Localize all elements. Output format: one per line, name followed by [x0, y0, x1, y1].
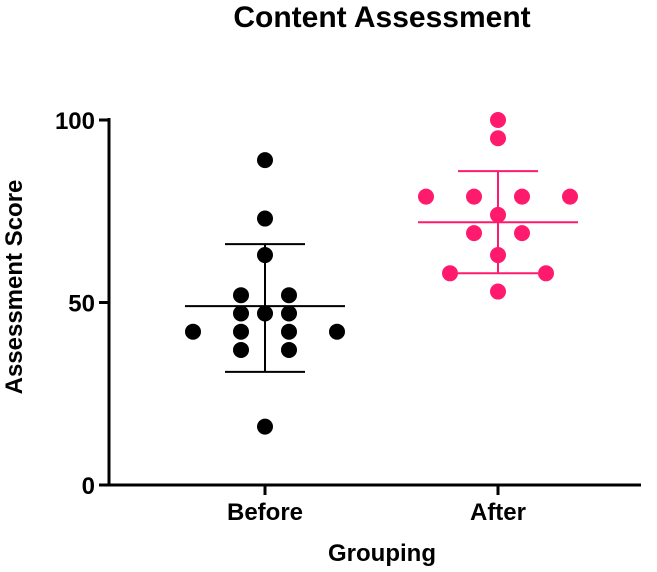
x-tick-label: After [470, 499, 526, 526]
x-axis-title: Grouping [328, 540, 436, 567]
series-after [418, 112, 578, 300]
data-point [185, 323, 201, 340]
data-point [514, 225, 530, 242]
data-point [538, 265, 554, 282]
data-point [281, 341, 297, 358]
data-point [257, 305, 273, 322]
data-point [490, 247, 506, 264]
data-point [466, 188, 482, 205]
data-point [490, 130, 506, 147]
y-tick-label: 100 [55, 108, 95, 135]
series-before [185, 152, 345, 435]
data-point [257, 152, 273, 169]
data-point [233, 341, 249, 358]
data-point [329, 323, 345, 340]
y-ticks: 0 50 100 [55, 108, 109, 500]
y-tick-label: 0 [82, 473, 95, 500]
y-axis-title-group: Assessment Score [1, 180, 28, 395]
data-point [281, 323, 297, 340]
data-point [257, 418, 273, 435]
data-point [233, 287, 249, 304]
data-point [233, 305, 249, 322]
data-point [281, 287, 297, 304]
data-point [418, 188, 434, 205]
y-tick-label: 50 [68, 291, 95, 318]
data-point [281, 305, 297, 322]
data-point [233, 323, 249, 340]
y-axis-title: Assessment Score [1, 180, 28, 395]
x-tick-label: Before [227, 499, 303, 526]
chart-title: Content Assessment [233, 1, 530, 34]
data-point [562, 188, 578, 205]
data-point [490, 112, 506, 128]
data-point [257, 210, 273, 227]
data-point [514, 188, 530, 205]
plot-area [185, 112, 578, 435]
data-point [490, 206, 506, 223]
data-point [257, 247, 273, 264]
x-ticks: Before After [227, 485, 526, 526]
data-point [442, 265, 458, 282]
data-point [490, 283, 506, 300]
data-point [466, 225, 482, 242]
